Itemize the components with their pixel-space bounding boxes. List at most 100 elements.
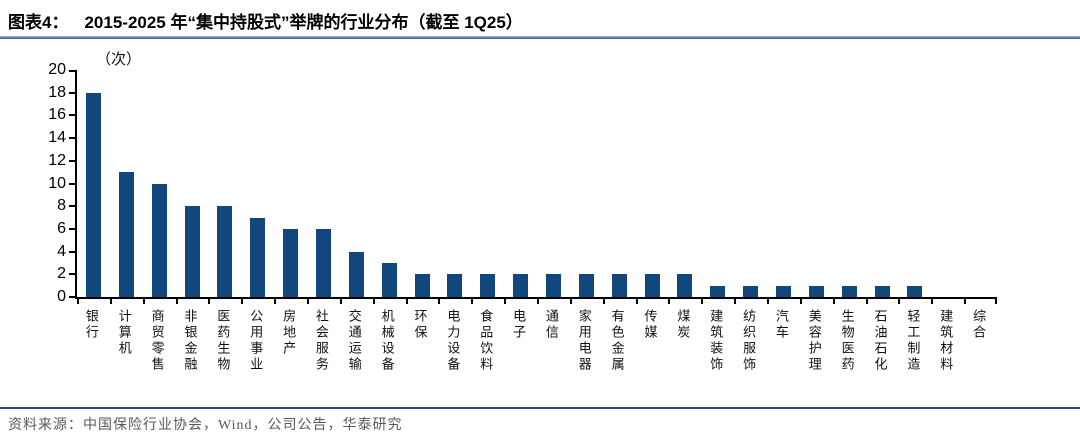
- x-axis-label: 通信: [535, 309, 568, 341]
- x-tick: [635, 299, 638, 304]
- x-axis-label-text: 传媒: [642, 309, 658, 341]
- bar: [184, 206, 200, 297]
- bar: [611, 274, 627, 297]
- y-tick-label: 8: [57, 197, 66, 215]
- y-axis-unit-label: （次）: [96, 52, 142, 68]
- x-axis-label: 商贸零售: [141, 309, 174, 373]
- x-axis-label: 有色金属: [601, 309, 634, 373]
- x-tick: [995, 299, 997, 304]
- y-tick: [69, 70, 75, 72]
- bar: [841, 285, 857, 297]
- x-axis-label-text: 纺织服饰: [741, 309, 757, 373]
- y-tick: [69, 182, 75, 185]
- x-axis-label: 煤炭: [666, 309, 699, 341]
- x-axis-label-text: 美容护理: [806, 309, 822, 373]
- x-axis-label-text: 医药生物: [215, 309, 231, 373]
- y-tick-label: 10: [48, 174, 66, 192]
- x-axis-label-text: 机械设备: [379, 309, 395, 373]
- y-tick-label: 18: [48, 83, 66, 101]
- x-tick: [208, 299, 211, 304]
- x-tick: [931, 299, 934, 304]
- x-tick: [734, 299, 737, 304]
- x-tick: [602, 299, 605, 304]
- x-tick: [241, 299, 244, 304]
- x-axis-label-text: 电子: [511, 309, 527, 341]
- x-axis-label: 计算机: [108, 309, 141, 357]
- bar: [644, 274, 660, 297]
- bar: [677, 274, 693, 297]
- x-tick: [898, 299, 901, 304]
- bar: [217, 206, 233, 297]
- bar: [545, 274, 561, 297]
- y-tick: [69, 114, 75, 117]
- bar: [808, 285, 824, 297]
- x-tick: [701, 299, 704, 304]
- x-tick: [405, 299, 408, 304]
- bar: [578, 274, 594, 297]
- x-tick: [504, 299, 507, 304]
- plot-area: [69, 70, 997, 304]
- x-axis-label: 公用事业: [239, 309, 272, 373]
- x-axis-label: 交通运输: [338, 309, 371, 373]
- x-tick: [175, 299, 178, 304]
- x-axis-label-text: 轻工制造: [905, 309, 921, 373]
- y-tick: [69, 137, 75, 140]
- x-axis-label: 汽车: [765, 309, 798, 341]
- x-tick: [307, 299, 309, 304]
- y-tick-label: 12: [48, 151, 66, 169]
- x-tick: [372, 299, 375, 304]
- x-tick: [109, 299, 112, 304]
- exhibit-label: 图表4：: [8, 13, 69, 32]
- title-divider: [0, 36, 1080, 39]
- y-tick-label: 14: [48, 129, 66, 147]
- bar: [250, 217, 266, 297]
- x-tick: [668, 299, 671, 304]
- x-axis-label-text: 食品饮料: [478, 309, 494, 373]
- x-axis-label: 非银金融: [174, 309, 207, 373]
- x-tick: [569, 299, 572, 304]
- x-tick: [832, 299, 835, 304]
- x-axis-label-text: 通信: [543, 309, 559, 341]
- bar: [907, 285, 923, 297]
- x-axis-label: 综合: [962, 309, 995, 341]
- x-axis-label: 生物医药: [831, 309, 864, 373]
- x-axis-label-text: 银行: [83, 309, 99, 341]
- x-axis-label-text: 石油石化: [872, 309, 888, 373]
- y-tick: [69, 205, 75, 208]
- x-tick: [142, 299, 145, 304]
- x-axis-labels: 银行 计算机 商贸零售 非银金融 医药生物 公用事业 房地产 社会服务 交通运输 机械设备 环保 电力…: [75, 309, 995, 405]
- x-tick: [471, 299, 474, 304]
- y-tick-label: 2: [57, 265, 66, 283]
- bar: [118, 172, 134, 297]
- x-axis-label: 电力设备: [436, 309, 469, 373]
- bar: [381, 262, 397, 297]
- x-tick: [767, 299, 769, 304]
- x-axis-label-text: 家用电器: [576, 309, 592, 373]
- bar: [283, 228, 299, 297]
- source-text: 资料来源：中国保险行业协会，Wind，公司公告，华泰研究: [8, 418, 403, 433]
- y-tick: [69, 273, 75, 276]
- x-axis-label: 美容护理: [798, 309, 831, 373]
- x-axis-label: 医药生物: [206, 309, 239, 373]
- bar: [315, 228, 331, 297]
- x-axis-label: 机械设备: [371, 309, 404, 373]
- y-tick: [69, 159, 75, 162]
- bar: [743, 285, 759, 297]
- x-axis-label-text: 电力设备: [445, 309, 461, 373]
- y-tick-label: 6: [57, 219, 66, 237]
- y-tick: [69, 296, 75, 298]
- x-axis-label-text: 汽车: [773, 309, 789, 341]
- x-axis-label: 银行: [75, 309, 108, 341]
- page-title: 图表4： 2015-2025 年“集中持股式”举牌的行业分布（截至 1Q25）: [8, 8, 523, 33]
- x-tick: [537, 299, 539, 304]
- x-tick: [438, 299, 441, 304]
- bar: [348, 251, 364, 297]
- x-axis-label: 电子: [502, 309, 535, 341]
- x-axis-label: 石油石化: [864, 309, 897, 373]
- x-axis-label-text: 环保: [412, 309, 428, 341]
- x-tick: [77, 299, 79, 304]
- exhibit-title: 2015-2025 年“集中持股式”举牌的行业分布（截至 1Q25）: [84, 13, 523, 32]
- x-axis-label: 社会服务: [305, 309, 338, 373]
- footer-divider: [0, 407, 1080, 409]
